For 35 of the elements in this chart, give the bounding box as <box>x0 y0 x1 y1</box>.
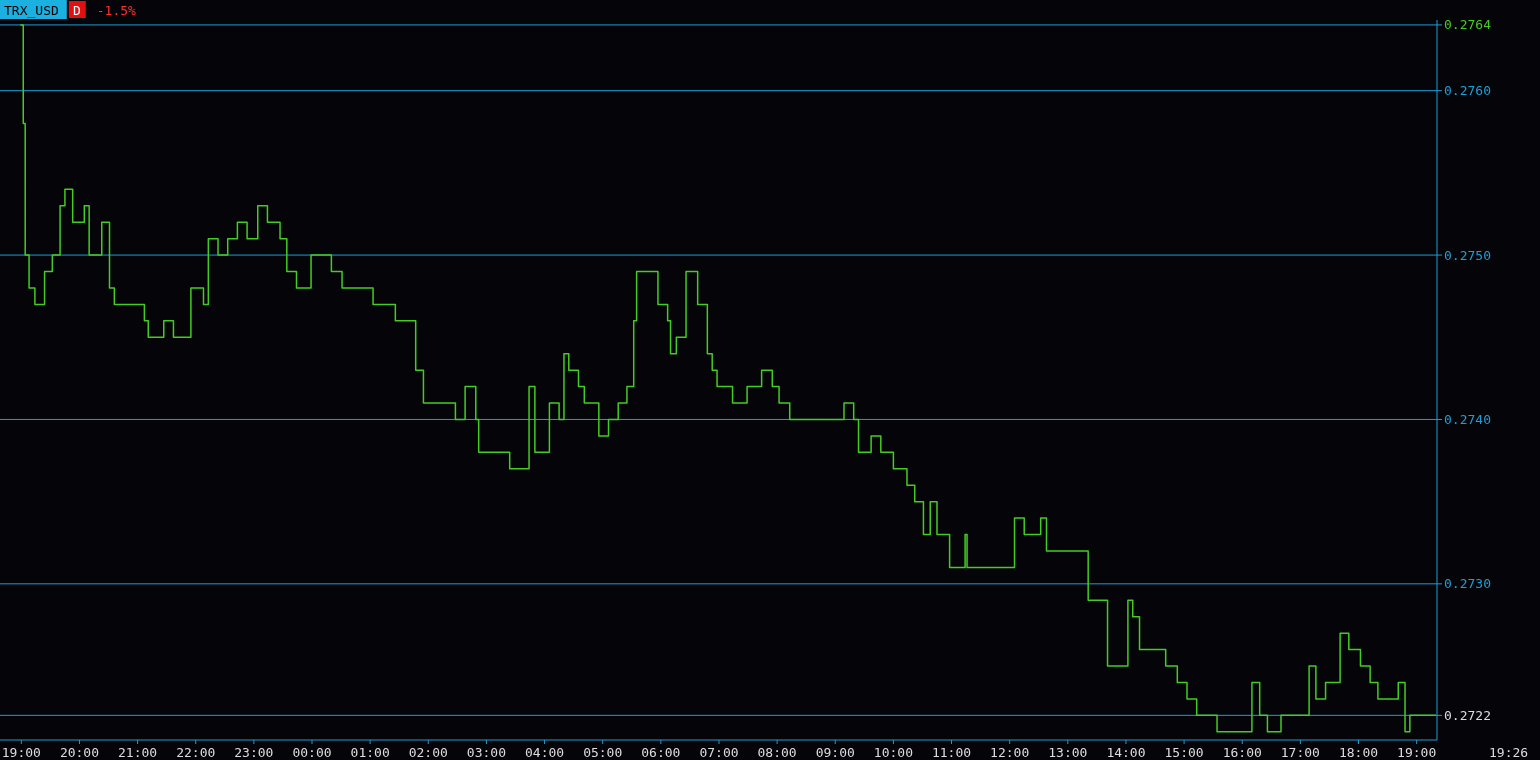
x-tick-label: 13:00 <box>1048 744 1088 760</box>
x-tick-label: 19:00 <box>1 744 41 760</box>
x-tick-label: 02:00 <box>408 744 448 760</box>
x-tick-label: 09:00 <box>815 744 855 760</box>
x-tick-label: 03:00 <box>466 744 506 760</box>
x-tick-label: 06:00 <box>641 744 681 760</box>
x-tick-label: 08:00 <box>757 744 797 760</box>
x-tick-label: 21:00 <box>118 744 158 760</box>
x-tick-label: 07:00 <box>699 744 739 760</box>
text: 19:26 <box>1489 744 1529 760</box>
y-tick-label: 0.2764 <box>1444 17 1492 33</box>
x-tick-label: 22:00 <box>176 744 216 760</box>
text: D <box>72 2 81 18</box>
x-tick-label: 17:00 <box>1280 744 1320 760</box>
x-tick-label: 01:00 <box>350 744 390 760</box>
x-tick-label: 19:00 <box>1397 744 1437 760</box>
x-tick-label: 04:00 <box>525 744 565 760</box>
x-tick-label: 10:00 <box>873 744 913 760</box>
x-tick-label: 23:00 <box>234 744 274 760</box>
x-tick-label: 20:00 <box>59 744 100 760</box>
x-tick-label: 12:00 <box>990 744 1030 760</box>
y-tick-label: 0.2740 <box>1444 412 1491 427</box>
x-tick-label: 15:00 <box>1164 744 1204 760</box>
y-tick-label: 0.2760 <box>1444 83 1491 99</box>
x-tick-label: 00:00 <box>292 744 332 760</box>
x-tick-label: 16:00 <box>1222 744 1262 760</box>
y-tick-label: 0.2722 <box>1444 707 1491 723</box>
y-tick-label: 0.2730 <box>1444 576 1491 592</box>
text: -1.5% <box>96 2 137 18</box>
x-tick-label: 14:00 <box>1106 744 1146 760</box>
x-tick-label: 11:00 <box>931 744 972 760</box>
x-tick-label: 05:00 <box>583 744 623 760</box>
x-tick-label: 18:00 <box>1338 744 1379 760</box>
y-tick-label: 0.2750 <box>1444 247 1491 263</box>
chart-title: TRX_USD <box>4 2 59 18</box>
